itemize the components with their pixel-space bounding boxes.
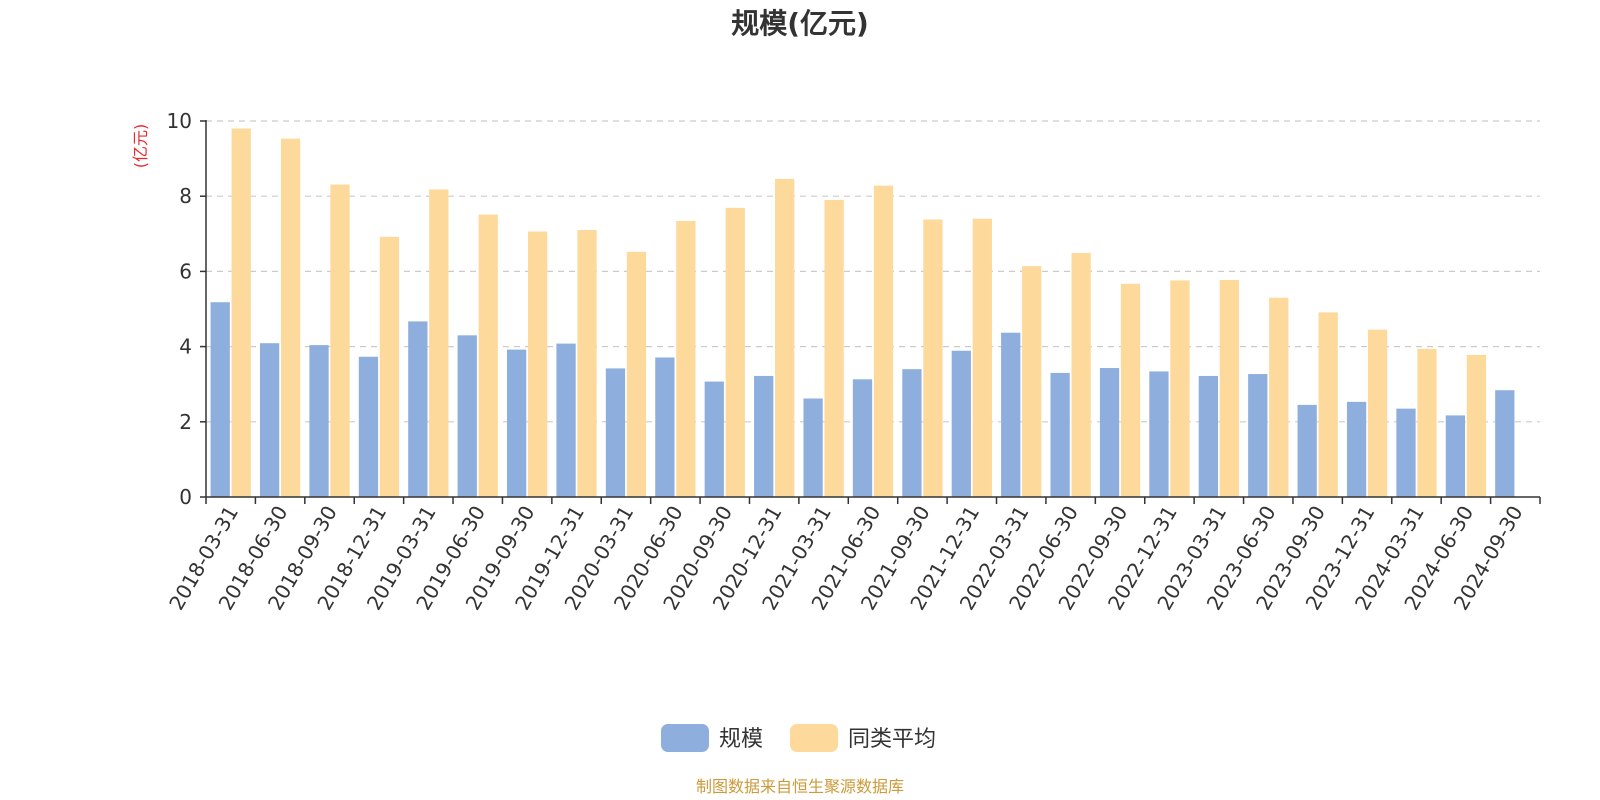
bar-peer-average	[231, 128, 251, 497]
bar-scale	[1346, 401, 1367, 497]
bar-peer-average	[1170, 280, 1190, 497]
bar-peer-average	[873, 185, 894, 497]
bar-scale	[457, 335, 477, 497]
bar-peer-average	[528, 231, 548, 497]
y-tick-label: 8	[179, 184, 192, 208]
bar-scale	[1099, 368, 1120, 497]
bar-peer-average	[1466, 354, 1487, 497]
source-note: 制图数据来自恒生聚源数据库	[696, 777, 904, 796]
bar-scale	[259, 343, 280, 497]
bar-scale	[408, 321, 428, 497]
bar-scale	[1297, 404, 1317, 497]
bar-peer-average	[429, 189, 449, 497]
y-tick-label: 2	[179, 410, 192, 434]
bar-peer-average	[725, 207, 745, 497]
bar-peer-average	[1071, 252, 1091, 497]
bar-peer-average	[1417, 348, 1437, 497]
bar-peer-average	[1269, 297, 1289, 497]
bar-scale	[1198, 375, 1218, 497]
bar-peer-average	[1219, 280, 1239, 497]
bar-scale	[1050, 372, 1070, 497]
bar-peer-average	[824, 199, 844, 497]
y-tick-label: 6	[179, 259, 192, 283]
bar-peer-average	[1120, 283, 1141, 497]
legend-label: 同类平均	[848, 727, 936, 752]
bar-scale	[951, 350, 971, 497]
bar-scale	[902, 369, 922, 497]
bar-peer-average	[1367, 329, 1388, 497]
bar-peer-average	[1022, 266, 1042, 497]
bar-peer-average	[280, 138, 301, 497]
legend-label: 规模	[719, 727, 763, 752]
bar-scale	[210, 302, 230, 497]
y-tick-label: 0	[179, 485, 192, 509]
bar-scale	[852, 379, 873, 497]
y-tick-label: 10	[167, 109, 192, 133]
grid-lines	[206, 120, 1540, 423]
bar-peer-average	[1318, 312, 1338, 497]
bar-peer-average	[330, 184, 350, 497]
y-tick-label: 4	[179, 335, 192, 359]
bar-scale	[704, 381, 724, 497]
bar-scale	[1149, 371, 1169, 497]
bar-scale	[556, 343, 576, 497]
bar-scale	[1396, 408, 1416, 497]
bar-scale	[803, 398, 823, 497]
bar-peer-average	[923, 219, 943, 497]
chart-title: 规模(亿元)	[731, 7, 869, 40]
bar-scale	[309, 345, 329, 497]
bar-scale	[1001, 332, 1021, 497]
legend-swatch	[661, 724, 709, 752]
bar-scale	[507, 349, 527, 497]
bar-peer-average	[379, 236, 400, 498]
bar-scale	[655, 357, 675, 497]
bar-scale	[1495, 390, 1515, 497]
bars	[210, 128, 1515, 498]
bar-scale	[754, 375, 774, 497]
bar-peer-average	[577, 230, 597, 498]
bar-peer-average	[626, 251, 647, 497]
y-axis-unit-label: (亿元)	[131, 124, 150, 169]
legend-swatch	[790, 724, 838, 752]
bar-peer-average	[676, 221, 696, 498]
bar-scale	[1248, 374, 1268, 497]
bar-scale	[1445, 415, 1466, 497]
bar-scale	[358, 356, 379, 497]
bar-peer-average	[478, 214, 498, 497]
bar-peer-average	[775, 178, 795, 498]
bar-peer-average	[972, 218, 992, 497]
legend: 规模 同类平均	[661, 724, 936, 752]
bar-scale	[605, 368, 626, 497]
